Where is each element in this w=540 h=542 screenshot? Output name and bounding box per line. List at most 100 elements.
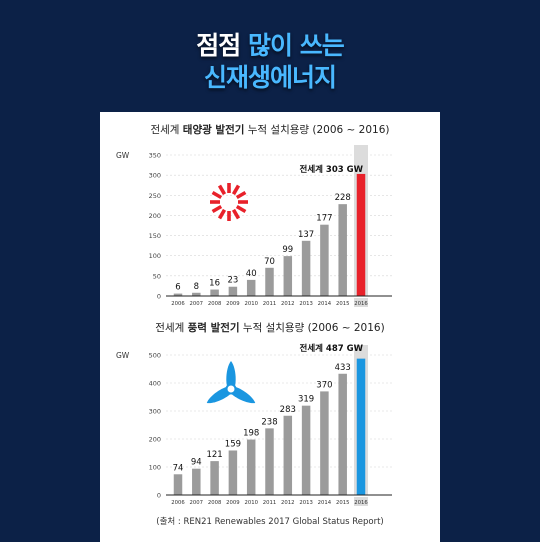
y-tick-label: 0 [157, 492, 161, 500]
sun-ray [231, 208, 241, 220]
data-label: 40 [246, 269, 257, 279]
sun-ray [235, 190, 247, 200]
data-label: 433 [335, 363, 351, 373]
y-tick-label: 100 [149, 464, 161, 472]
bar [173, 293, 183, 296]
bar [228, 286, 238, 296]
sun-ray [217, 184, 227, 196]
x-tick-label: 2013 [299, 301, 312, 307]
chart-title-bold: 태양광 발전기 [183, 123, 245, 136]
bar [301, 240, 311, 296]
chart-title: 전세계 태양광 발전기 누적 설치용량 (2006 ~ 2016) [150, 123, 389, 136]
x-tick-label: 2011 [263, 301, 276, 307]
data-label: 6 [175, 283, 180, 293]
x-tick-label: 2014 [318, 500, 332, 506]
y-tick-label: 500 [149, 352, 161, 360]
x-tick-highlight [354, 298, 368, 307]
bar [320, 224, 329, 296]
chart-title-part: 누적 설치용량 (2006 ~ 2016) [240, 322, 385, 334]
data-label: 177 [316, 214, 332, 224]
chart-title-part: 누적 설치용량 (2006 ~ 2016) [244, 124, 389, 136]
chart-title: 전세계 풍력 발전기 누적 설치용량 (2006 ~ 2016) [155, 321, 384, 334]
data-label: 121 [206, 450, 222, 460]
headline-line-1: 점점 많이 쓰는 [0, 26, 540, 62]
y-tick-label: 50 [153, 272, 161, 280]
y-tick-label: 300 [149, 408, 161, 416]
data-label: 137 [298, 230, 314, 240]
turbine-blade [226, 361, 236, 389]
bar [283, 256, 293, 296]
bar [320, 391, 329, 495]
bar [246, 439, 256, 495]
sun-ray [211, 190, 223, 200]
chart-title-bold: 풍력 발전기 [188, 321, 240, 334]
source-note: (출처 : REN21 Renewables 2017 Global Statu… [156, 517, 384, 527]
y-tick-label: 100 [149, 252, 161, 260]
bar-highlight [356, 358, 366, 495]
data-label: 319 [298, 395, 314, 405]
data-label: 74 [173, 463, 184, 473]
data-label: 198 [243, 429, 259, 439]
x-tick-label: 2007 [190, 301, 203, 307]
bar [283, 415, 293, 495]
y-axis-unit: GW [116, 351, 130, 360]
data-label: 16 [209, 279, 220, 289]
bar [301, 405, 311, 495]
bar [265, 428, 274, 495]
headline-line-2: 신재생에너지 [203, 63, 337, 92]
y-tick-label: 200 [149, 212, 161, 220]
x-tick-label: 2016 [354, 301, 368, 307]
x-tick-label: 2010 [244, 500, 258, 506]
x-tick-highlight [354, 497, 368, 506]
bar [265, 267, 274, 296]
headline-word: 점점 [196, 31, 241, 60]
sun-ray [217, 208, 227, 220]
turbine-hub [225, 383, 237, 395]
data-label: 370 [316, 380, 332, 390]
data-label: 23 [227, 276, 238, 286]
wind-turbine-icon [206, 361, 256, 404]
x-tick-label: 2012 [281, 301, 294, 307]
x-tick-label: 2006 [171, 301, 185, 307]
x-tick-label: 2012 [281, 500, 294, 506]
x-tick-label: 2013 [299, 500, 312, 506]
x-tick-label: 2011 [263, 500, 276, 506]
y-tick-label: 250 [149, 192, 161, 200]
y-axis-unit: GW [116, 151, 130, 160]
sun-ray [211, 204, 223, 214]
bar [338, 204, 347, 296]
bar [192, 292, 201, 296]
data-label: 99 [282, 245, 293, 255]
headline-highlight: 많이 쓰는 [248, 31, 345, 60]
x-tick-label: 2015 [336, 301, 349, 307]
data-label: 70 [264, 257, 275, 267]
y-tick-label: 300 [149, 172, 161, 180]
total-callout: 전세계 487 GW [300, 343, 364, 354]
data-label: 228 [335, 193, 351, 203]
total-callout: 전세계 303 GW [300, 164, 364, 175]
sun-ray [231, 184, 241, 196]
data-label: 238 [261, 417, 277, 427]
y-tick-label: 400 [149, 380, 161, 388]
bar-highlight [356, 173, 366, 296]
sun-icon [210, 183, 248, 221]
x-tick-label: 2009 [226, 301, 239, 307]
x-tick-label: 2010 [244, 301, 258, 307]
y-tick-label: 150 [149, 232, 161, 240]
x-tick-label: 2016 [354, 500, 368, 506]
y-tick-label: 350 [149, 152, 161, 160]
y-tick-label: 0 [157, 293, 161, 301]
header-background [0, 0, 540, 110]
bar [228, 450, 238, 495]
bar [173, 474, 183, 495]
y-tick-label: 200 [149, 436, 161, 444]
x-tick-label: 2008 [208, 301, 222, 307]
data-label: 283 [280, 405, 296, 415]
data-label: 8 [194, 282, 199, 292]
x-tick-label: 2014 [318, 301, 332, 307]
chart-title-part: 전세계 [150, 124, 182, 136]
bar [338, 373, 347, 495]
chart-title-part: 전세계 [155, 322, 187, 334]
data-label: 94 [191, 458, 202, 468]
x-tick-label: 2008 [208, 500, 222, 506]
